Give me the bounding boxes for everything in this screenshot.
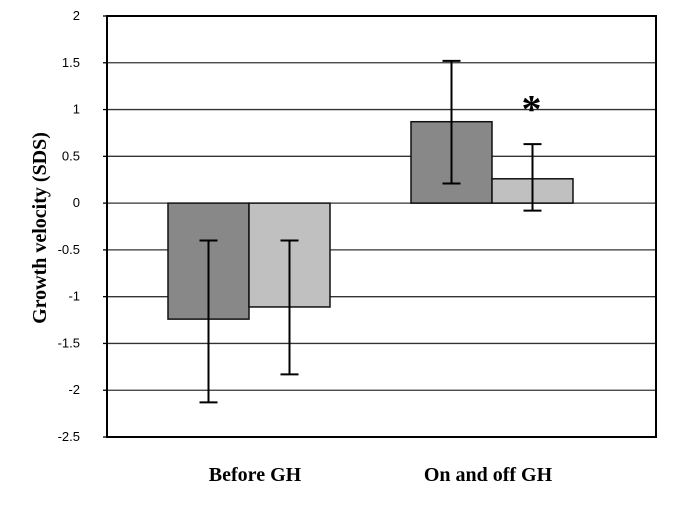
plot-frame bbox=[106, 15, 657, 438]
y-tick-label: -1.5 bbox=[58, 335, 80, 350]
y-tick-label: 0 bbox=[73, 195, 80, 210]
x-category-label: Before GH bbox=[209, 464, 302, 486]
x-category-label: On and off GH bbox=[424, 464, 553, 486]
y-tick-label: 1 bbox=[73, 102, 80, 117]
y-tick-label: 2 bbox=[73, 8, 80, 23]
y-tick-label: -2 bbox=[68, 382, 80, 397]
y-axis-label: Growth velocity (SDS) bbox=[29, 132, 51, 324]
y-tick-label: -2.5 bbox=[58, 429, 80, 444]
y-tick-label: 1.5 bbox=[62, 55, 80, 70]
y-tick-label: 0.5 bbox=[62, 148, 80, 163]
y-tick-label: -1 bbox=[68, 289, 80, 304]
y-tick-label: -0.5 bbox=[58, 242, 80, 257]
significance-asterisk: * bbox=[522, 87, 542, 132]
